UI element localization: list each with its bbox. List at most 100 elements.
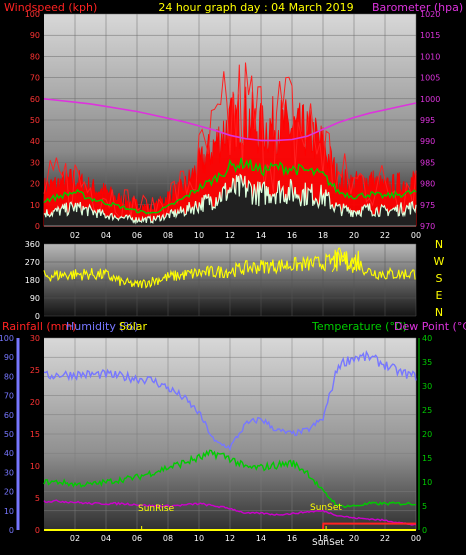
temperature-line: [43, 449, 417, 509]
temperature-tick: 10: [422, 478, 432, 487]
rainfall-ticks: 0 5 10 15 20 25 30: [30, 334, 40, 535]
x-tick-label: 12: [225, 534, 235, 543]
x-tick-label: 08: [163, 231, 173, 240]
temperature-tick: 25: [422, 406, 432, 415]
barometer-tick: 1005: [420, 74, 440, 83]
x-tick-label: 04: [101, 534, 111, 543]
x-tick-label: 10: [194, 534, 204, 543]
x-tick-label: 00: [411, 231, 421, 240]
humidity-line: [43, 350, 417, 452]
windspeed-low-line: [43, 173, 417, 225]
windspeed-tick: 30: [30, 158, 40, 167]
wind-series: [43, 62, 417, 227]
x-tick-label: 06: [132, 534, 142, 543]
humidity-tick: 70: [4, 392, 14, 401]
barometer-tick: 970: [420, 222, 435, 231]
compass-label: S: [436, 272, 443, 285]
humidity-tick: 10: [4, 507, 14, 516]
direction-spikes: [331, 247, 361, 273]
barometer-tick: 980: [420, 180, 435, 189]
rainfall-tick: 20: [30, 398, 40, 407]
barometer-ticks: 970 975 980 985 990 995 1000 1005 1010 1015 1020: [420, 10, 440, 231]
x-tick-label: 12: [225, 231, 235, 240]
barometer-tick: 1010: [420, 52, 440, 61]
temperature-legend: Temperature (°C): [311, 320, 407, 333]
windspeed-tick: 70: [30, 74, 40, 83]
humidity-tick: 20: [4, 488, 14, 497]
x-tick-label: 08: [163, 534, 173, 543]
windspeed-low-area: [44, 174, 416, 226]
rainfall-tick: 5: [35, 494, 40, 503]
x-tick-label: 18: [318, 534, 328, 543]
compass-label: N: [435, 238, 443, 251]
wind-x-ticks: 02 04 06 08 10 12 14 16 18 20 22 00: [70, 231, 421, 240]
humidity-tick: 60: [4, 411, 14, 420]
barometer-tick: 990: [420, 137, 435, 146]
rainfall-tick: 30: [30, 334, 40, 343]
windspeed-tick: 40: [30, 137, 40, 146]
rainfall-legend: Rainfall (mm): [2, 320, 76, 333]
x-tick-label: 14: [256, 231, 266, 240]
temperature-tick: 30: [422, 382, 432, 391]
chart-title: 24 hour graph day : 04 March 2019: [158, 1, 353, 14]
barometer-tick: 995: [420, 116, 435, 125]
rainfall-tick: 0: [35, 526, 40, 535]
x-tick-label: 02: [70, 231, 80, 240]
direction-tick: 90: [30, 294, 40, 303]
rainfall-tick: 15: [30, 430, 40, 439]
direction-tick: 180: [25, 276, 40, 285]
temperature-x-ticks: 02 04 06 08 10 12 14 16 18 20 22 00: [70, 534, 421, 543]
direction-line: [43, 251, 416, 289]
sunset-annotation: SunSet: [310, 503, 342, 513]
windspeed-tick: 60: [30, 95, 40, 104]
x-tick-label: 10: [194, 231, 204, 240]
x-tick-label: 16: [287, 534, 297, 543]
humidity-tick: 50: [4, 430, 14, 439]
humidity-ticks: 0 10 20 30 40 50 60 70 80 90 100: [0, 334, 20, 535]
temperature-tick: 5: [422, 502, 427, 511]
x-tick-label: 22: [380, 231, 390, 240]
windspeed-tick: 80: [30, 52, 40, 61]
sunrise-annotation: SunRise: [138, 504, 175, 514]
x-tick-label: 02: [70, 534, 80, 543]
x-tick-label: 20: [349, 231, 359, 240]
temperature-tick: 0: [422, 526, 427, 535]
temperature-tick: 20: [422, 430, 432, 439]
barometer-tick: 985: [420, 158, 435, 167]
humidity-tick: 80: [4, 372, 14, 381]
x-tick-label: 20: [349, 534, 359, 543]
direction-tick: 360: [25, 240, 40, 249]
sunset-bottom-annotation: SunSet: [312, 538, 344, 548]
x-tick-label: 22: [380, 534, 390, 543]
windspeed-gust-line: [43, 62, 417, 221]
dewpoint-legend: Dew Point (°C): [394, 320, 466, 333]
windspeed-average-line: [43, 157, 417, 215]
temperature-tick: 35: [422, 358, 432, 367]
windspeed-axis-label: Windspeed (kph): [4, 1, 97, 14]
compass-label: E: [436, 289, 443, 302]
windspeed-ticks: 0 10 20 30 40 50 60 70 80 90 100: [25, 10, 40, 231]
direction-tick: 0: [35, 312, 40, 321]
barometer-line: [43, 98, 417, 142]
humidity-tick: 0: [9, 526, 14, 535]
humidity-tick: 100: [0, 334, 14, 343]
temperature-tick: 15: [422, 454, 432, 463]
compass-label: W: [434, 255, 445, 268]
barometer-axis-label: Barometer (hpa): [372, 1, 463, 14]
windspeed-tick: 0: [35, 222, 40, 231]
windspeed-tick: 10: [30, 201, 40, 210]
humidity-legend: Humidity (%): [66, 320, 138, 333]
direction-tick: 270: [25, 258, 40, 267]
barometer-tick: 975: [420, 201, 435, 210]
x-tick-label: 04: [101, 231, 111, 240]
humidity-tick: 40: [4, 449, 14, 458]
x-tick-label: 06: [132, 231, 142, 240]
windspeed-tick: 100: [25, 10, 40, 19]
x-tick-label: 14: [256, 534, 266, 543]
temperature-series: [43, 350, 417, 531]
barometer-tick: 1000: [420, 95, 440, 104]
windspeed-gust-area: [43, 86, 417, 227]
direction-gridlines: [44, 243, 417, 317]
